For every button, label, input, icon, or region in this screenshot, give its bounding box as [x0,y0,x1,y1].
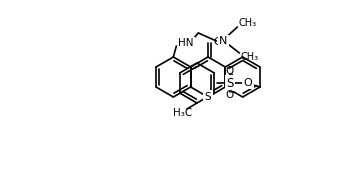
Text: CH₃: CH₃ [238,18,257,28]
Text: O: O [244,78,252,88]
Text: O: O [226,90,234,100]
Text: HN: HN [178,38,194,48]
Text: S: S [205,92,211,102]
Text: O: O [213,37,222,47]
Text: CH₃: CH₃ [240,52,259,62]
Text: N: N [220,36,228,46]
Text: O: O [226,66,234,76]
Text: S: S [226,76,234,90]
Text: H₃C: H₃C [173,108,192,118]
